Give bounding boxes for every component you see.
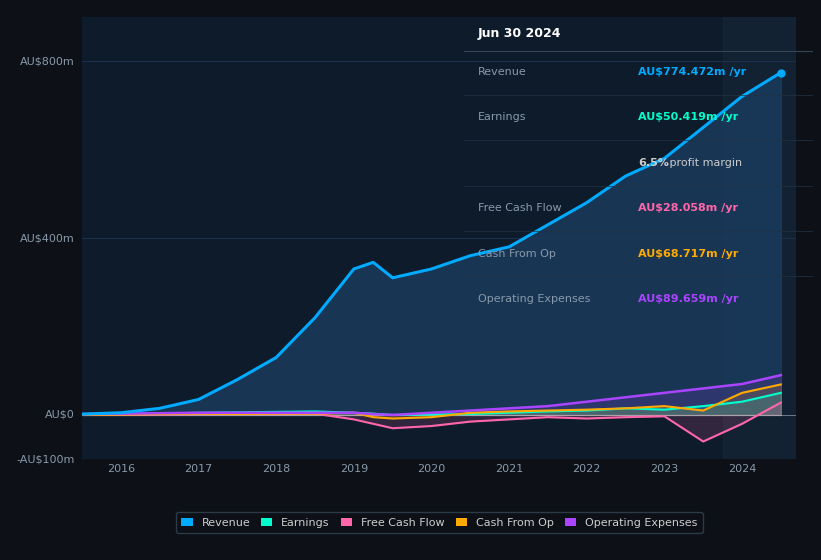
Text: Jun 30 2024: Jun 30 2024 <box>478 27 562 40</box>
Text: AU$800m: AU$800m <box>21 56 75 66</box>
Text: AU$89.659m /yr: AU$89.659m /yr <box>639 294 739 304</box>
Text: Operating Expenses: Operating Expenses <box>478 294 590 304</box>
Text: -AU$100m: -AU$100m <box>16 454 75 464</box>
Legend: Revenue, Earnings, Free Cash Flow, Cash From Op, Operating Expenses: Revenue, Earnings, Free Cash Flow, Cash … <box>176 512 703 533</box>
Text: Revenue: Revenue <box>478 67 526 77</box>
Text: AU$0: AU$0 <box>45 410 75 420</box>
Bar <box>722 17 796 459</box>
Text: Earnings: Earnings <box>478 113 526 123</box>
Text: AU$774.472m /yr: AU$774.472m /yr <box>639 67 746 77</box>
Text: AU$28.058m /yr: AU$28.058m /yr <box>639 203 738 213</box>
Text: AU$68.717m /yr: AU$68.717m /yr <box>639 249 739 259</box>
Text: Cash From Op: Cash From Op <box>478 249 556 259</box>
Text: 6.5%: 6.5% <box>639 158 669 168</box>
Text: profit margin: profit margin <box>667 158 742 168</box>
Text: AU$50.419m /yr: AU$50.419m /yr <box>639 113 739 123</box>
Text: Free Cash Flow: Free Cash Flow <box>478 203 562 213</box>
Text: AU$400m: AU$400m <box>21 233 75 243</box>
